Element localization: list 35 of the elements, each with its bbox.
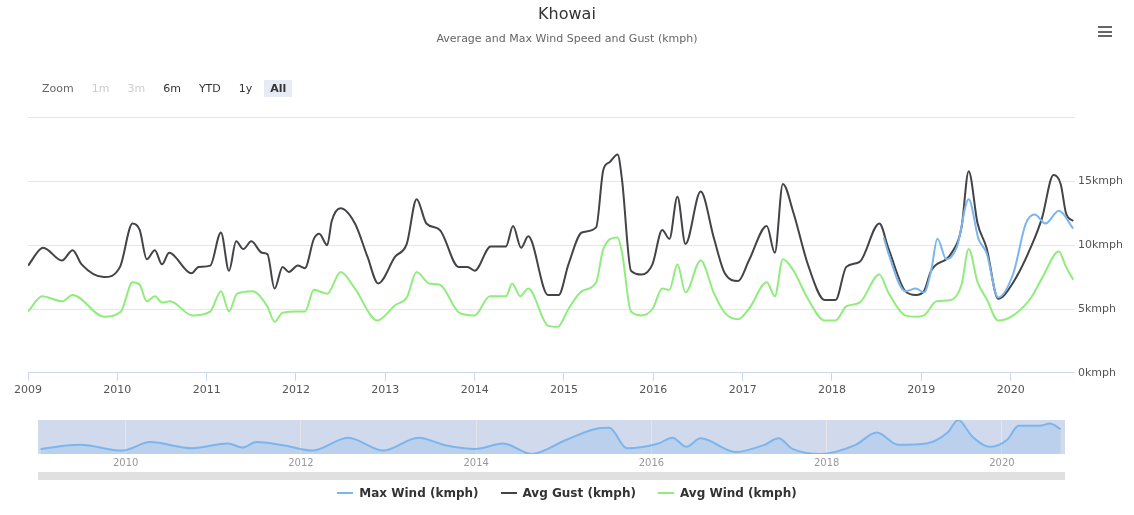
x-tick-label: 2016: [638, 456, 665, 468]
x-tick-label: 2010: [112, 456, 139, 468]
x-tick-label: 2019: [907, 383, 936, 397]
text: 6m: [162, 81, 182, 97]
x-tick-label: 2016: [639, 383, 668, 397]
x-tick-label: 2013: [371, 383, 400, 397]
text: All: [264, 80, 293, 97]
y-tick-label: 15kmph: [1077, 174, 1124, 188]
y-tick-label: 0kmph: [1077, 365, 1117, 379]
line-series: [28, 153, 1075, 302]
legend-label: Max Wind (kmph): [359, 486, 479, 500]
x-tick-label: 2011: [192, 383, 221, 397]
chart-subtitle: Average and Max Wind Speed and Gust (kmph): [435, 32, 699, 45]
x-tick-label: 2010: [103, 383, 132, 397]
x-tick-label: 2020: [996, 383, 1025, 397]
text: 1y: [237, 81, 254, 97]
x-tick-label: 2020: [989, 456, 1015, 468]
x-tick-label: 2017: [728, 383, 757, 397]
x-tick-label: 2012: [288, 456, 314, 468]
legend-label: Avg Gust (kmph): [522, 486, 636, 500]
line-series: [28, 236, 1075, 328]
y-tick-label: 5kmph: [1077, 301, 1117, 315]
x-tick-label: 2018: [813, 456, 840, 468]
chart-title: Khowai: [537, 4, 597, 23]
x-tick-label: 2012: [281, 383, 310, 397]
x-tick-label: 2009: [14, 383, 42, 397]
x-tick-label: 2015: [549, 383, 578, 397]
x-tick-label: 2014: [463, 456, 489, 468]
y-tick-label: 10kmph: [1077, 238, 1124, 252]
x-tick-label: 2014: [460, 383, 489, 397]
line-series: [882, 198, 1075, 299]
x-tick-label: 2018: [817, 383, 846, 397]
text: YTD: [197, 81, 222, 97]
text: Zoom: [41, 81, 75, 97]
legend-label: Avg Wind (kmph): [679, 486, 797, 500]
